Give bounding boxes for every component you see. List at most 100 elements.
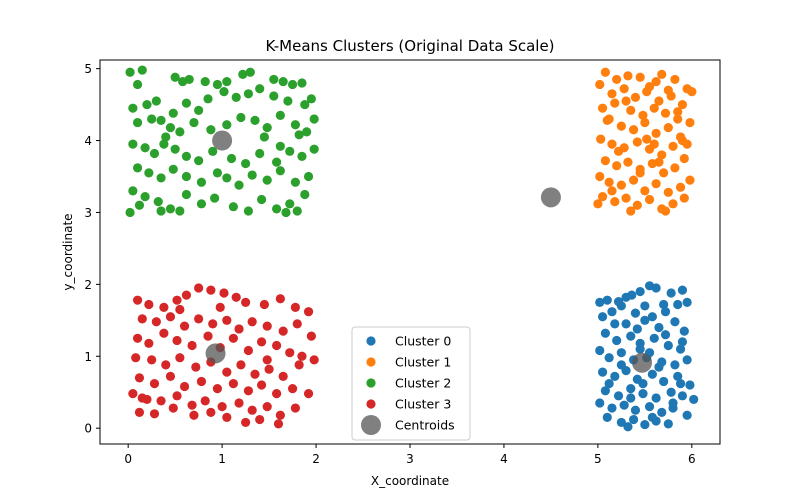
data-point	[175, 206, 185, 216]
data-point	[172, 295, 182, 305]
data-point	[600, 156, 610, 166]
data-point	[140, 192, 150, 202]
data-point	[300, 189, 310, 200]
data-point	[172, 335, 182, 346]
data-point	[673, 114, 683, 124]
x-tick-label: 0	[124, 452, 132, 466]
data-point	[196, 199, 207, 209]
data-point	[165, 371, 176, 381]
data-point	[144, 299, 154, 310]
data-point	[222, 367, 232, 377]
data-point	[275, 110, 285, 120]
data-point	[285, 199, 295, 209]
data-point	[210, 193, 220, 203]
data-point	[208, 146, 218, 156]
data-point	[640, 117, 650, 128]
data-point	[597, 367, 608, 377]
series-centroids	[205, 130, 653, 373]
data-point	[187, 400, 197, 410]
data-point	[206, 285, 216, 295]
data-point	[677, 99, 688, 110]
data-point	[187, 340, 197, 351]
data-point	[677, 391, 688, 401]
data-point	[607, 139, 617, 149]
points-layer	[125, 65, 699, 432]
data-point	[281, 207, 291, 218]
data-point	[642, 134, 652, 144]
data-point	[607, 186, 617, 196]
data-point	[194, 156, 204, 166]
data-point	[194, 105, 204, 115]
data-point	[259, 132, 269, 142]
data-point	[147, 114, 157, 124]
x-tick-label: 4	[500, 452, 508, 466]
data-point	[638, 110, 648, 120]
data-point	[245, 67, 255, 77]
data-point	[687, 87, 697, 97]
data-point	[635, 344, 645, 354]
data-point	[287, 384, 298, 394]
data-point	[679, 153, 689, 164]
y-axis: 0 1 2 3 4 5	[84, 62, 100, 436]
data-point	[156, 115, 166, 125]
data-point	[666, 288, 676, 298]
data-point	[610, 319, 620, 329]
series-cluster-2	[125, 65, 319, 218]
data-point	[217, 402, 227, 412]
y-axis-label: y_coordinate	[61, 213, 75, 290]
data-point	[628, 175, 639, 185]
data-point	[278, 326, 288, 336]
data-point	[175, 304, 185, 315]
data-point	[616, 348, 626, 358]
data-point	[159, 139, 169, 149]
data-point	[595, 79, 605, 90]
data-point	[604, 177, 614, 187]
data-point	[278, 371, 288, 381]
data-point	[222, 173, 232, 183]
data-point	[612, 335, 622, 346]
data-point	[597, 192, 608, 202]
data-point	[623, 422, 633, 432]
data-point	[168, 403, 178, 413]
data-point	[181, 189, 192, 200]
data-point	[128, 103, 138, 113]
data-point	[238, 69, 248, 79]
data-point	[132, 333, 143, 343]
data-point	[685, 117, 695, 128]
data-point	[607, 403, 617, 413]
data-point	[159, 302, 169, 312]
data-point	[626, 105, 636, 115]
legend-label: Cluster 2	[395, 376, 451, 391]
data-point	[626, 384, 636, 394]
data-point	[222, 315, 232, 325]
data-point	[595, 345, 605, 356]
data-point	[297, 351, 307, 361]
data-point	[616, 301, 626, 311]
data-point	[275, 294, 285, 304]
data-point	[132, 79, 143, 90]
data-point	[294, 360, 304, 370]
data-point	[649, 103, 659, 113]
centroid-marker	[632, 352, 653, 373]
data-point	[640, 315, 650, 325]
data-point	[269, 74, 279, 85]
data-point	[668, 199, 678, 209]
data-point	[231, 92, 241, 102]
data-point	[659, 299, 669, 310]
data-point	[215, 302, 225, 312]
chart-title: K-Means Clusters (Original Data Scale)	[265, 37, 554, 55]
data-point	[236, 112, 246, 123]
data-point	[623, 157, 633, 167]
y-tick-label: 3	[84, 206, 92, 220]
data-point	[159, 328, 169, 338]
data-point	[675, 344, 686, 354]
data-point	[640, 419, 650, 430]
data-point	[269, 91, 279, 101]
data-point	[243, 386, 254, 396]
data-point	[663, 419, 673, 429]
data-point	[161, 360, 171, 370]
data-point	[682, 410, 692, 420]
data-point	[275, 141, 285, 151]
data-point	[132, 163, 143, 173]
data-point	[247, 405, 257, 415]
